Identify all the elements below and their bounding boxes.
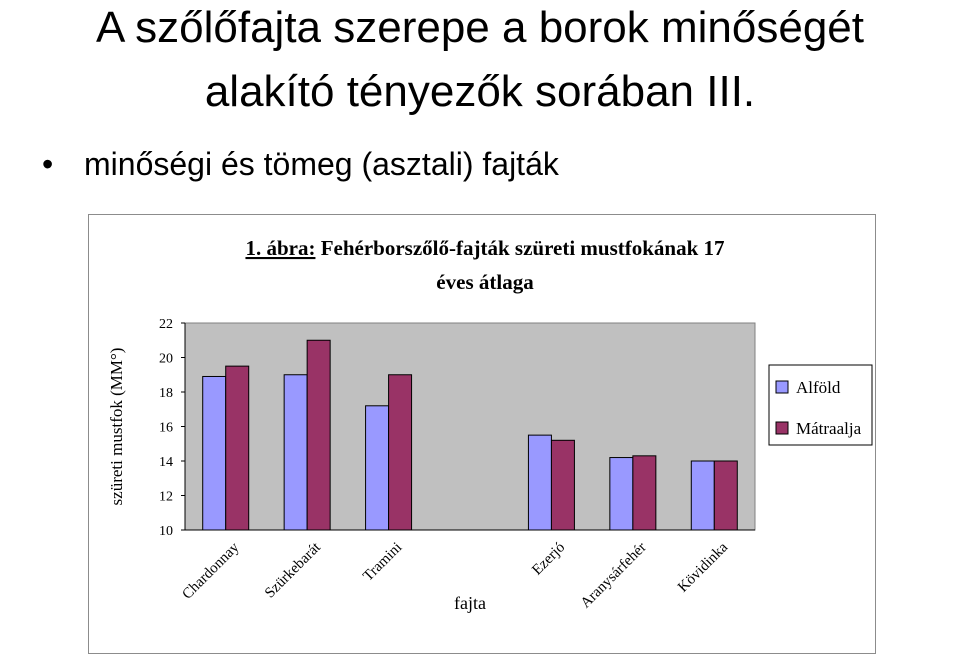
x-tick-label: Kövidinka — [675, 539, 731, 595]
x-tick-label: Tramini — [360, 540, 405, 585]
plot-background — [184, 322, 756, 531]
bar-alföld-aranysárfehér — [609, 457, 634, 531]
legend-label: Alföld — [796, 378, 841, 397]
chart-title-prefix: 1. ábra: — [245, 236, 315, 260]
slide-title-line-1: A szőlőfajta szerepe a borok minőségét — [95, 3, 864, 52]
bar-mátraalja-chardonnay — [225, 365, 250, 531]
bar-mátraalja-kövidinka — [713, 460, 738, 531]
y-tick-label: 16 — [159, 421, 173, 436]
x-tick-label: Ezerjó — [529, 540, 568, 579]
x-tick-label: Chardonnay — [179, 539, 243, 603]
bar-chart: 1. ábra: Fehérborszőlő-fajták szüreti mu… — [107, 236, 873, 613]
x-axis-title: fajta — [454, 593, 486, 613]
bar-mátraalja-aranysárfehér — [632, 455, 657, 531]
x-tick-label: Aranysárfehér — [578, 540, 650, 612]
y-tick-label: 14 — [159, 455, 173, 470]
legend-label: Mátraalja — [796, 419, 862, 438]
chart-title-line-1: 1. ábra: Fehérborszőlő-fajták szüreti mu… — [245, 236, 724, 260]
y-tick-label: 20 — [159, 352, 173, 367]
chart-frame: 1. ábra: Fehérborszőlő-fajták szüreti mu… — [88, 214, 876, 654]
bar-alföld-chardonnay — [202, 375, 227, 531]
bullet-dot-icon: • — [42, 146, 54, 182]
y-tick-label: 12 — [159, 490, 173, 505]
bar-mátraalja-ezerjó — [550, 439, 575, 531]
bar-mátraalja-tramini — [388, 374, 413, 531]
bar-alföld-tramini — [365, 405, 390, 531]
x-tick-label: Szürkebarát — [262, 539, 325, 602]
chart-title-line-2: éves átlaga — [436, 270, 534, 294]
bullet-text: minőségi és tömeg (asztali) fajták — [84, 146, 559, 182]
y-tick-label: 22 — [159, 317, 173, 332]
legend-swatch-mátraalja — [775, 421, 789, 435]
chart-title-main: Fehérborszőlő-fajták szüreti mustfokának… — [315, 236, 724, 260]
y-axis-title: szüreti mustfok (MM°) — [107, 348, 126, 506]
legend-swatch-alföld — [775, 380, 789, 394]
slide-title-line-2: alakító tényezők sorában III. — [204, 67, 756, 116]
y-tick-label: 18 — [159, 386, 173, 401]
bar-alföld-kövidinka — [690, 460, 715, 531]
y-tick-label: 10 — [159, 524, 173, 539]
bar-mátraalja-szürkebarát — [306, 339, 331, 531]
bar-alföld-szürkebarát — [283, 374, 308, 531]
plot-area: 10 12 14 16 18 20 22 szüreti mustfok (MM°) Chard… — [107, 317, 873, 613]
bar-alföld-ezerjó — [527, 434, 552, 531]
